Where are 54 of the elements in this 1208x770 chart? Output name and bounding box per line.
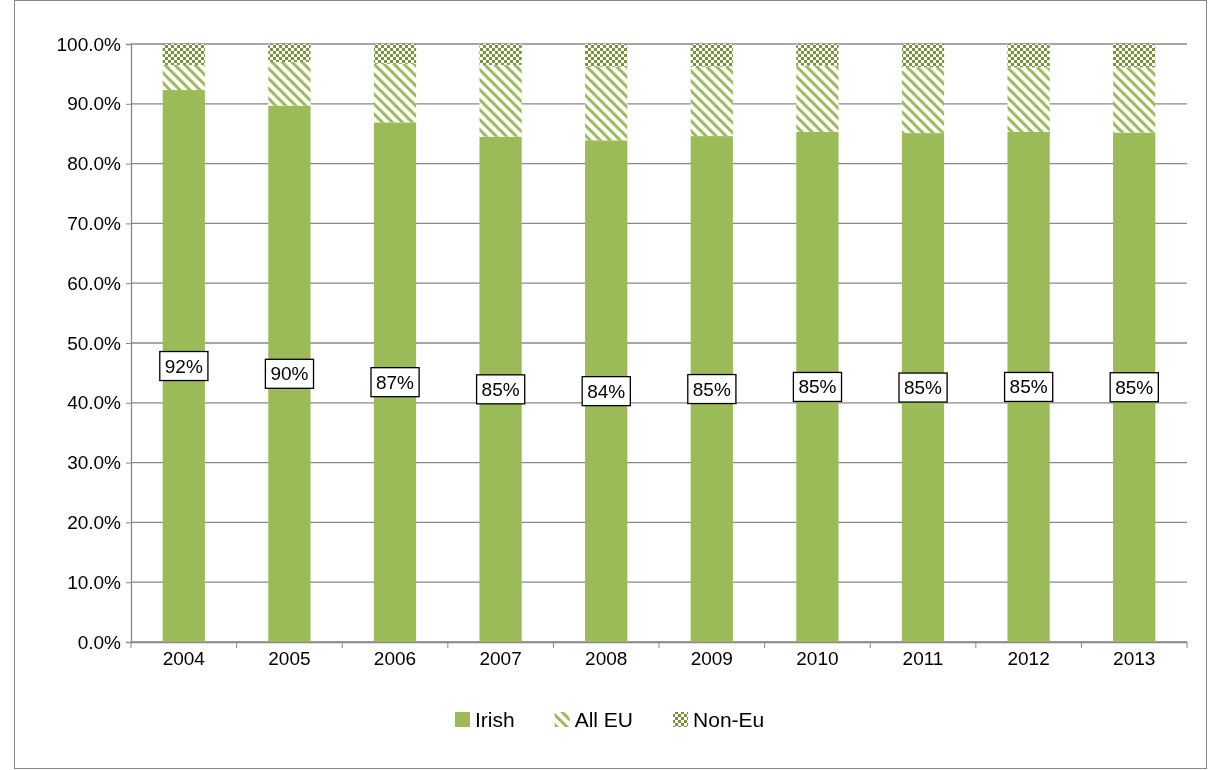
x-tick-label: 2005 bbox=[268, 648, 311, 669]
data-label: 92% bbox=[164, 355, 203, 377]
y-tick-label: 70.0% bbox=[67, 212, 122, 234]
x-tick-label: 2009 bbox=[690, 648, 733, 669]
y-tick-label: 100.0% bbox=[56, 33, 122, 55]
y-tick-label: 50.0% bbox=[67, 332, 122, 354]
bar bbox=[585, 66, 628, 141]
data-label: 85% bbox=[481, 378, 520, 400]
bar bbox=[268, 44, 311, 62]
legend-label: Irish bbox=[475, 708, 515, 731]
legend-label: Non-Eu bbox=[693, 708, 765, 731]
x-tick-label: 2011 bbox=[902, 648, 944, 669]
bar bbox=[690, 44, 733, 67]
data-label: 90% bbox=[270, 363, 309, 385]
bar bbox=[901, 67, 945, 134]
bar bbox=[796, 65, 839, 132]
y-tick-label: 10.0% bbox=[67, 571, 122, 593]
bar bbox=[162, 64, 205, 91]
x-tick-label: 2006 bbox=[373, 648, 417, 669]
bar bbox=[1113, 67, 1156, 133]
y-tick-label: 0.0% bbox=[77, 631, 122, 653]
bar bbox=[373, 44, 417, 64]
data-label: 87% bbox=[375, 371, 415, 393]
bar bbox=[479, 64, 522, 137]
data-label: 85% bbox=[692, 378, 731, 400]
y-tick-label: 40.0% bbox=[67, 392, 122, 414]
y-tick-label: 80.0% bbox=[67, 153, 122, 175]
bar bbox=[1007, 67, 1050, 132]
data-label: 84% bbox=[587, 380, 626, 402]
bar bbox=[1007, 44, 1050, 68]
y-tick-label: 30.0% bbox=[67, 452, 122, 474]
x-tick-label: 2004 bbox=[162, 648, 206, 669]
bar bbox=[162, 44, 205, 65]
bar bbox=[690, 66, 733, 137]
data-label: 85% bbox=[1009, 376, 1048, 398]
bar bbox=[373, 63, 417, 123]
x-tick-label: 2012 bbox=[1007, 648, 1050, 669]
data-label: 85% bbox=[903, 377, 943, 399]
bar bbox=[479, 44, 522, 65]
bar bbox=[268, 61, 311, 106]
bar bbox=[585, 44, 628, 67]
data-label: 85% bbox=[798, 376, 837, 398]
x-tick-label: 2007 bbox=[479, 648, 522, 669]
data-label: 85% bbox=[1115, 376, 1154, 398]
bar bbox=[1113, 44, 1156, 68]
y-tick-label: 60.0% bbox=[67, 272, 122, 294]
bar bbox=[901, 44, 945, 68]
bar bbox=[796, 44, 839, 66]
x-tick-label: 2013 bbox=[1113, 648, 1156, 669]
y-tick-label: 20.0% bbox=[67, 511, 122, 533]
y-tick-label: 90.0% bbox=[67, 93, 122, 115]
x-tick-label: 2008 bbox=[585, 648, 628, 669]
x-tick-label: 2010 bbox=[796, 648, 839, 669]
legend-label: All EU bbox=[574, 708, 634, 731]
